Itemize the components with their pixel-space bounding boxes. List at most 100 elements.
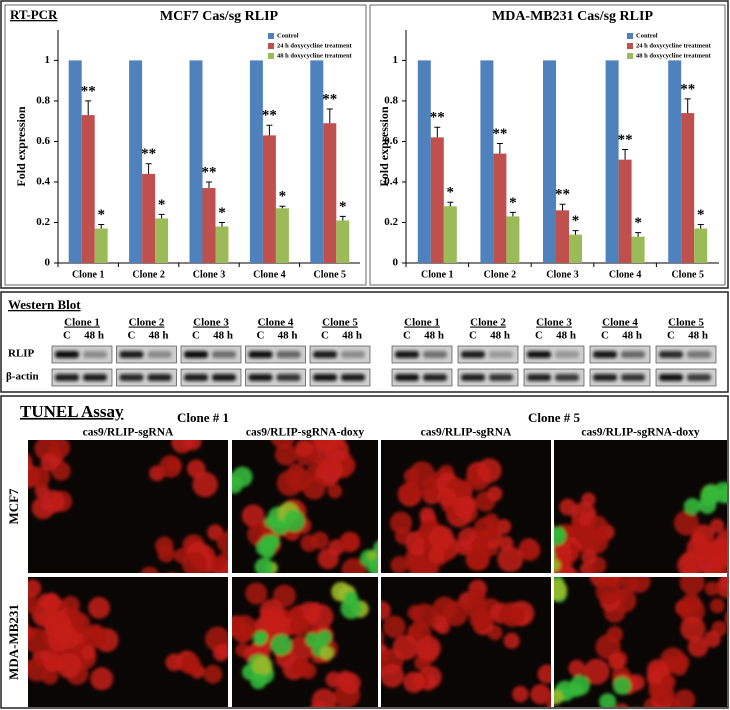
red-cell: [341, 558, 367, 573]
red-cell: [708, 538, 727, 561]
red-cell: [274, 443, 298, 466]
bar: [94, 228, 108, 263]
micrograph: [554, 577, 727, 707]
significance-label: **: [322, 91, 337, 107]
green-cell: [612, 676, 632, 695]
blot-clone-label: Clone 5: [322, 317, 358, 329]
red-cell: [339, 531, 361, 553]
red-cell: [56, 652, 82, 679]
red-cell: [709, 518, 725, 534]
red-cell: [28, 453, 33, 472]
x-tick-label: Clone 5: [314, 269, 347, 280]
red-cell: [497, 546, 524, 573]
blot-clone-label: Clone 1: [64, 317, 100, 329]
chart-panel: [369, 4, 726, 286]
red-cell: [325, 440, 350, 462]
red-cell: [381, 663, 404, 688]
blot-band: [147, 374, 172, 381]
micrograph: [232, 577, 378, 707]
red-cell: [518, 538, 539, 559]
blot-strip: [655, 368, 717, 387]
significance-label: *: [509, 195, 517, 211]
error-bar: [622, 149, 629, 160]
red-cell: [407, 604, 424, 621]
legend-label: 24 h doxycycline treatment: [277, 42, 353, 49]
red-cell: [0, 422, 20, 442]
red-cell: [381, 630, 384, 645]
red-cell: [673, 510, 699, 536]
bar: [202, 188, 216, 263]
bar: [618, 159, 632, 263]
error-bar: [509, 211, 516, 217]
red-cell: [90, 667, 114, 691]
red-cell: [595, 578, 622, 604]
red-cell: [487, 486, 503, 502]
red-cell: [471, 537, 489, 555]
red-cell: [28, 618, 29, 621]
red-cell: [512, 685, 529, 703]
cells: [389, 458, 541, 573]
legend-swatch: [627, 43, 633, 49]
bar: [189, 60, 203, 264]
blot-strip: [391, 368, 453, 387]
bar: [668, 60, 682, 264]
red-cell: [646, 659, 669, 681]
red-cell: [5, 461, 22, 478]
red-cell: [703, 630, 721, 648]
legend-label: Control: [636, 32, 658, 39]
cells: [381, 579, 551, 707]
green-cell: [366, 557, 378, 573]
red-cell: [1, 447, 26, 472]
blot-band: [341, 351, 365, 358]
blot-strip: [391, 345, 453, 364]
error-bar: [496, 142, 503, 154]
green-cell: [250, 672, 267, 690]
blot-strip: [523, 368, 585, 387]
micrograph: [0, 422, 228, 573]
green-cell: [703, 484, 718, 500]
blot-band: [395, 374, 419, 381]
green-cell: [316, 630, 332, 645]
tunel-column-label: cas9/RLIP-sgRNA: [83, 427, 174, 439]
tunel-column-label: cas9/RLIP-sgRNA: [421, 427, 512, 439]
red-cell: [291, 657, 312, 677]
blot-strip: [309, 368, 371, 387]
error-bar: [206, 181, 212, 189]
significance-label: *: [218, 205, 226, 221]
y-axis-label: Fold expression: [14, 106, 28, 186]
error-bar: [447, 201, 454, 207]
significance-label: **: [81, 83, 96, 99]
green-cell: [270, 634, 292, 656]
x-tick-label: Clone 2: [484, 269, 517, 280]
red-cell: [317, 548, 339, 570]
blot-band: [276, 374, 301, 381]
green-cell: [721, 485, 727, 501]
cells: [554, 577, 727, 707]
red-cell: [28, 466, 51, 488]
blot-band: [555, 351, 579, 358]
error-bar: [279, 205, 286, 209]
legend-swatch: [268, 43, 274, 49]
blot-row-label: β-actin: [6, 371, 39, 383]
green-cell: [683, 498, 701, 515]
error-bar: [98, 224, 105, 229]
blot-band: [119, 374, 144, 381]
green-cell: [698, 496, 717, 514]
green-cell: [283, 510, 305, 532]
red-cell: [389, 511, 413, 534]
blot-band: [461, 351, 485, 358]
red-cell: [28, 579, 42, 597]
red-cell: [28, 593, 39, 614]
green-cell: [254, 557, 274, 573]
bar: [310, 60, 324, 264]
legend-swatch: [627, 53, 633, 59]
red-cell: [339, 672, 361, 694]
significance-label: *: [339, 199, 347, 215]
blot-strip: [655, 345, 717, 364]
blot-band: [687, 351, 711, 358]
red-cell: [327, 483, 343, 499]
x-tick-label: Clone 4: [609, 269, 642, 280]
blot-lane-label: C: [63, 330, 71, 342]
